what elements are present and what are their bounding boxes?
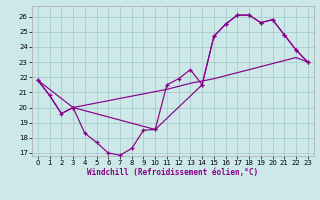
X-axis label: Windchill (Refroidissement éolien,°C): Windchill (Refroidissement éolien,°C) bbox=[87, 168, 258, 177]
